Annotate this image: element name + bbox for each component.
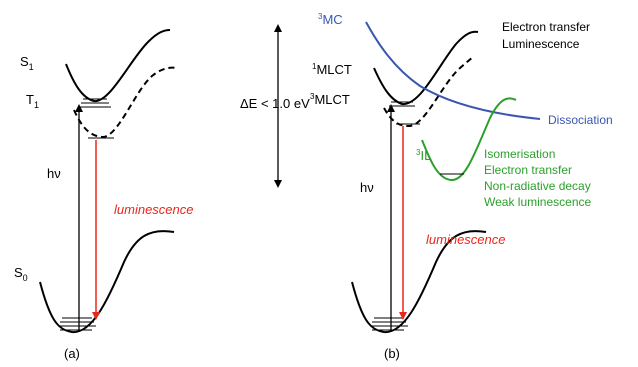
mc-curve (365, 21, 541, 120)
s0-label: S0 (14, 265, 28, 283)
energy-gap: ΔE < 1.0 eV (240, 24, 310, 188)
s1-curve (65, 29, 171, 102)
mc-label: 3MC (318, 12, 343, 27)
gap-label: ΔE < 1.0 eV (240, 96, 310, 111)
panel-a-caption: (a) (64, 346, 80, 361)
il-process: Isomerisation (484, 147, 555, 161)
mlct-process: Electron transfer (502, 20, 590, 34)
il-curve (421, 97, 517, 182)
luminescence-label: luminescence (114, 202, 194, 217)
il-process: Electron transfer (484, 163, 572, 177)
panel-a: S1 T1 S0 hν luminescence (a) (14, 29, 194, 361)
s1-label: S1 (20, 54, 34, 72)
il-process: Weak luminescence (484, 195, 591, 209)
hv-label: hν (47, 166, 61, 181)
panel-b: 3MC 1MLCT 3MLCT 3IL hν luminescence Elec… (310, 12, 613, 361)
mlct3-curve (383, 55, 475, 128)
s0-curve (39, 230, 175, 334)
mlct1-curve (373, 30, 479, 106)
il-label: 3IL (416, 148, 431, 163)
dissociation-label: Dissociation (548, 113, 613, 127)
t1-label: T1 (26, 92, 39, 110)
mlct3-label: 3MLCT (310, 92, 350, 107)
mlct-process: Luminescence (502, 37, 580, 51)
ground-curve (351, 230, 487, 334)
panel-b-caption: (b) (384, 346, 400, 361)
il-process: Non-radiative decay (484, 179, 591, 193)
mlct1-label: 1MLCT (312, 62, 352, 77)
t1-curve (73, 66, 177, 139)
luminescence-label: luminescence (426, 232, 506, 247)
hv-label: hν (360, 180, 374, 195)
